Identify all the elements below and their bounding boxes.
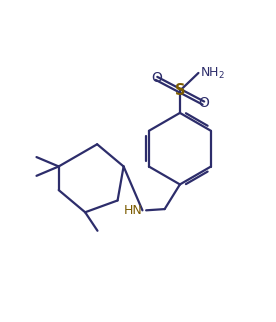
Text: O: O — [151, 71, 162, 85]
Text: S: S — [175, 83, 185, 98]
Text: HN: HN — [124, 204, 142, 217]
Text: NH$_2$: NH$_2$ — [200, 65, 225, 80]
Text: O: O — [198, 96, 209, 110]
